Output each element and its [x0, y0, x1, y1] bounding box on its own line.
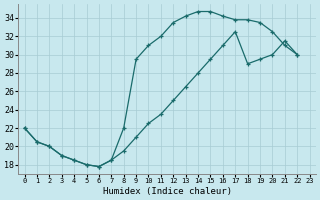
- X-axis label: Humidex (Indice chaleur): Humidex (Indice chaleur): [103, 187, 232, 196]
